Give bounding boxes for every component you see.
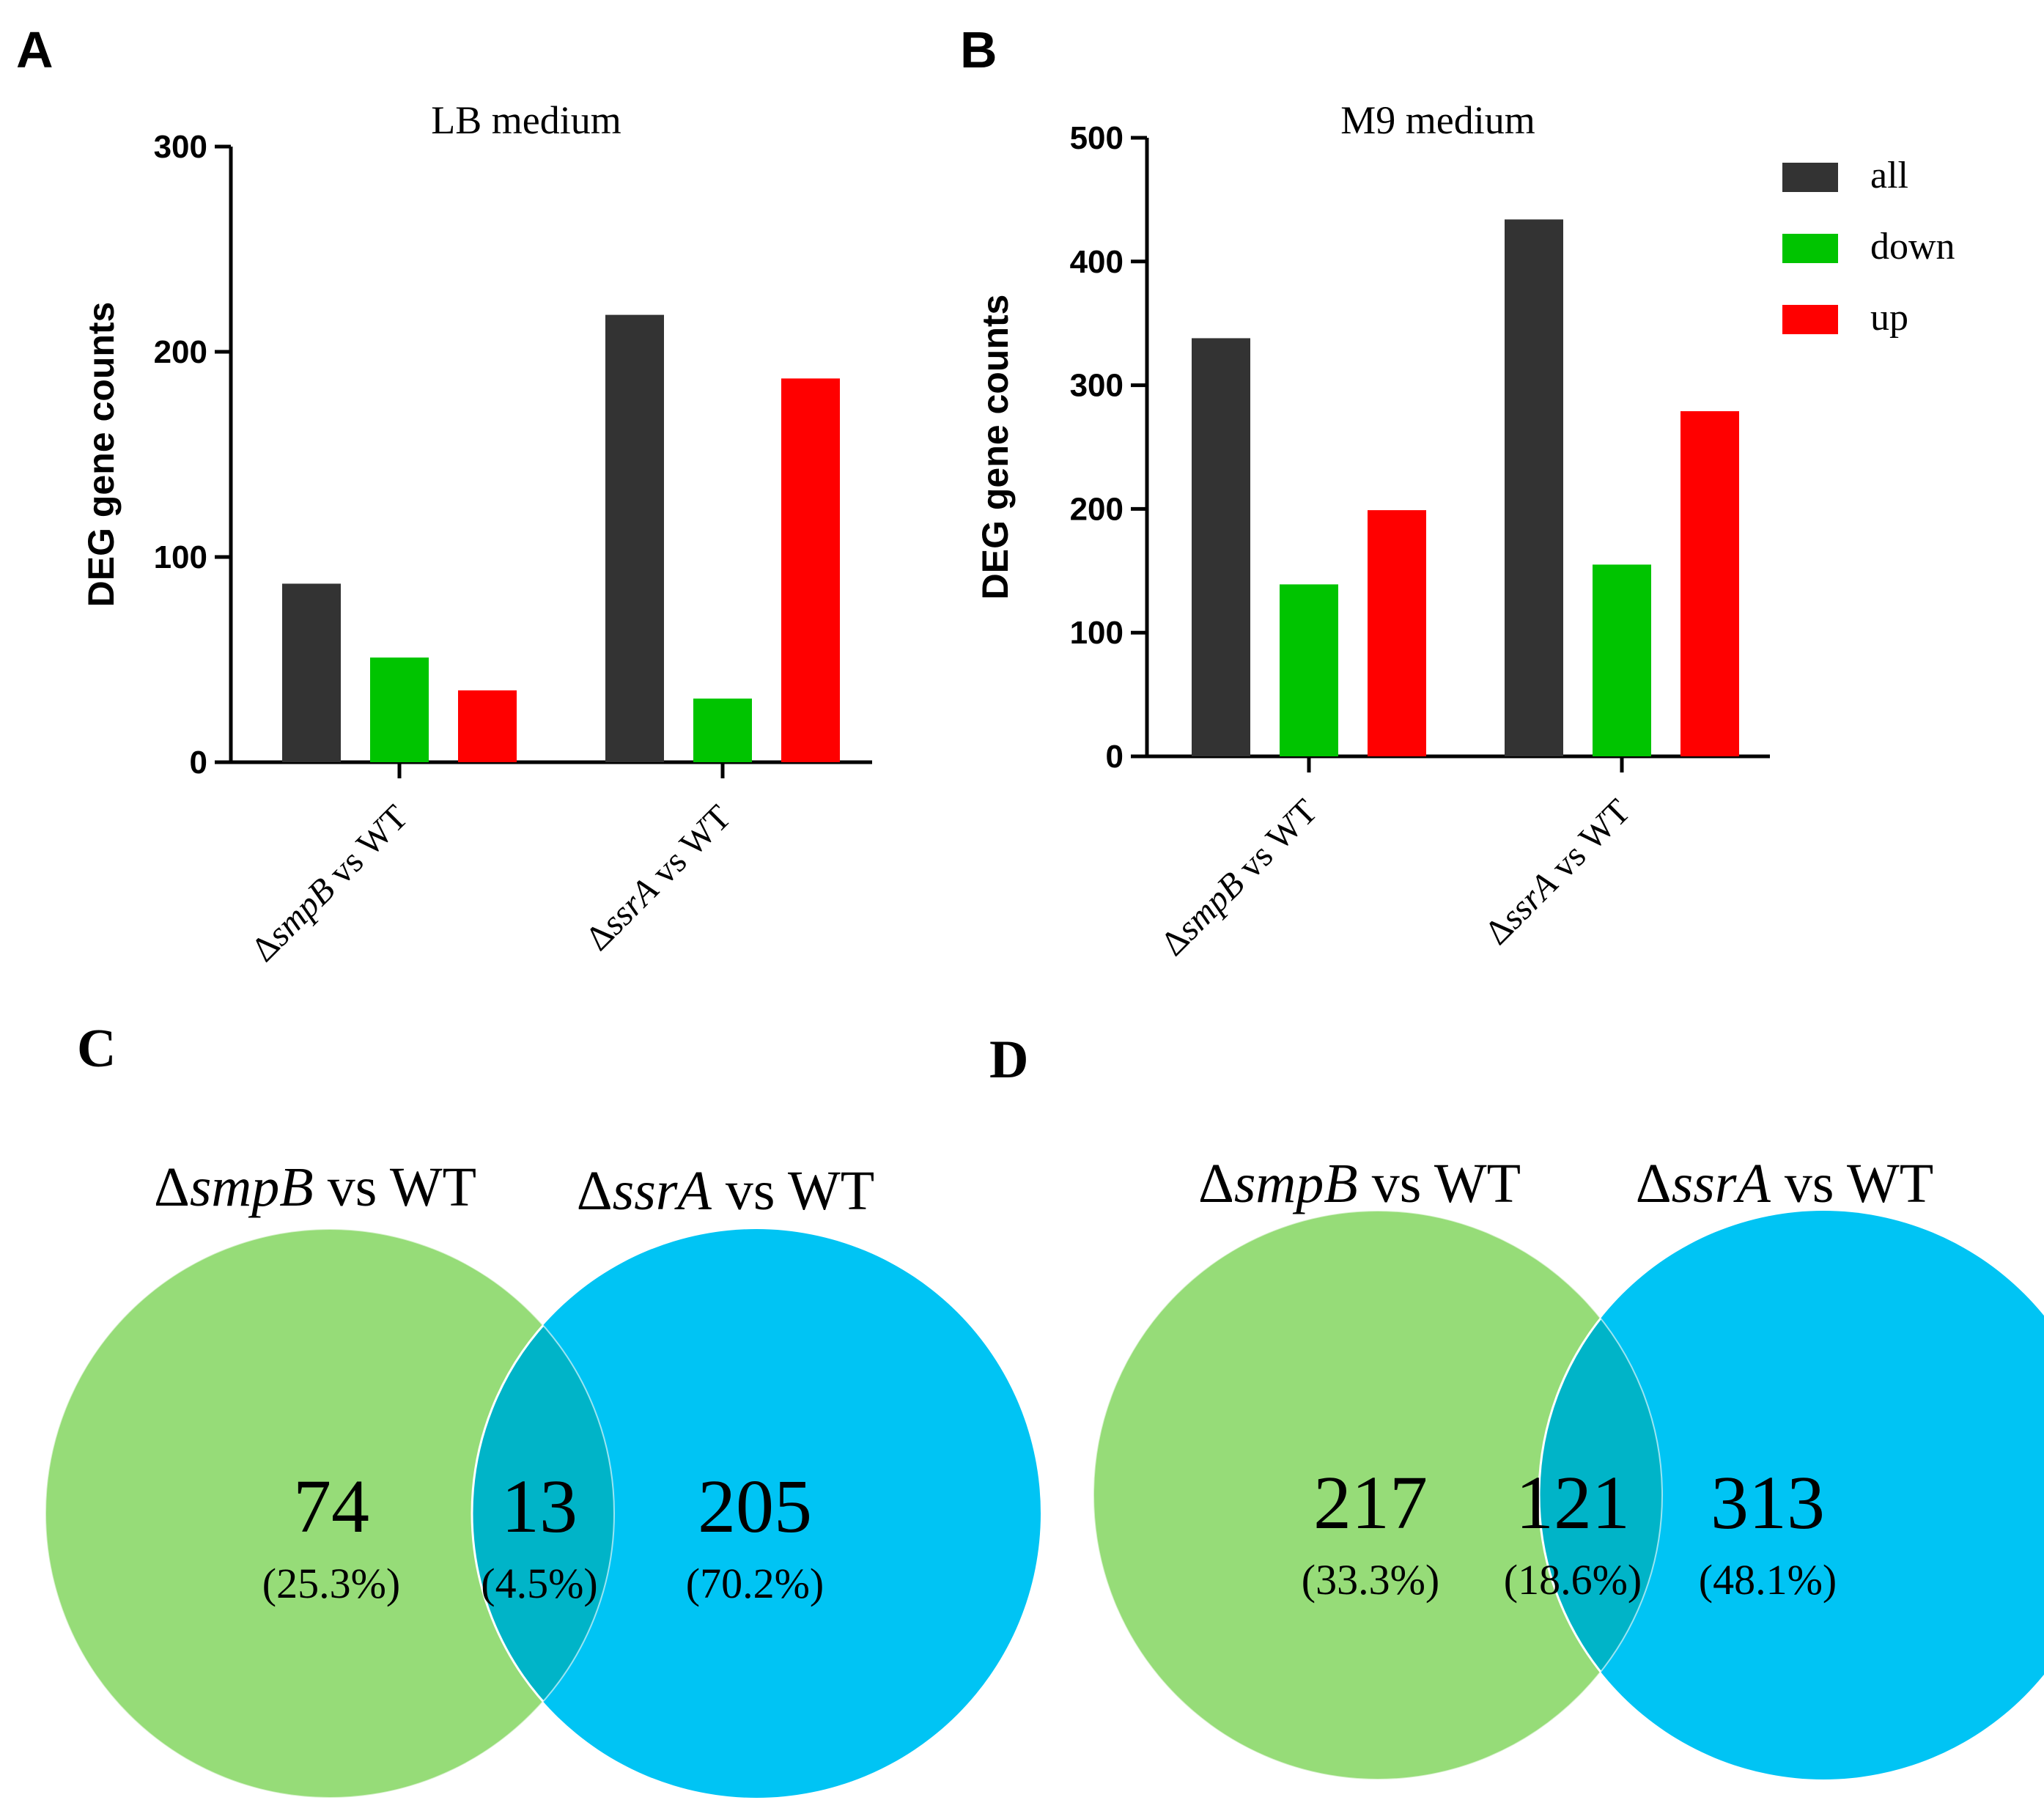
venn-circle-smpb bbox=[45, 1229, 614, 1798]
legend-swatch-all bbox=[1782, 163, 1838, 192]
venn-circle-ssra bbox=[1539, 1211, 2044, 1779]
y-tick-label: 0 bbox=[1106, 739, 1124, 775]
venn-set-title-ssra-prefix: Δ bbox=[577, 1160, 613, 1222]
venn-set-title-ssra: ΔssrA vs WT bbox=[1636, 1153, 1933, 1214]
bar-all-ssra bbox=[605, 314, 664, 763]
x-category-label: ΔsmpB vs WT bbox=[1154, 792, 1325, 963]
venn-set-title-ssra-gene: ssrA bbox=[613, 1160, 712, 1222]
venn-set-title-ssra-suffix: vs WT bbox=[712, 1160, 874, 1222]
venn-region-count: 13 bbox=[501, 1464, 578, 1549]
bar-chart-m9-medium: M9 medium 0 100 200 300 400 500 DEG gene counts… bbox=[975, 98, 1955, 963]
venn-set-title-ssra-gene: ssrA bbox=[1672, 1153, 1771, 1214]
venn-set-title-smpb-gene: smpB bbox=[1234, 1153, 1358, 1214]
venn-circle-ssra bbox=[472, 1229, 1041, 1798]
y-tick-label: 500 bbox=[1070, 120, 1124, 156]
venn-set-title-smpb: ΔsmpB vs WT bbox=[1198, 1153, 1521, 1214]
chart-title: LB medium bbox=[431, 98, 621, 142]
venn-region-count: 121 bbox=[1516, 1461, 1630, 1545]
bar-down-smpb bbox=[1280, 584, 1338, 756]
bar-all-smpb bbox=[282, 583, 341, 762]
y-tick-label: 100 bbox=[154, 539, 207, 575]
legend-label-up: up bbox=[1870, 297, 1908, 339]
bar-down-ssra bbox=[693, 698, 752, 762]
y-tick-label: 200 bbox=[1070, 491, 1124, 527]
venn-region-count: 74 bbox=[293, 1464, 369, 1549]
x-category-label-suffix: vs WT bbox=[1225, 792, 1325, 892]
y-axis-title: DEG gene counts bbox=[975, 295, 1016, 600]
venn-region-percent: (4.5%) bbox=[481, 1560, 597, 1607]
bar-all-ssra bbox=[1505, 219, 1563, 757]
legend-swatch-up bbox=[1782, 305, 1838, 334]
bar-up-ssra bbox=[1680, 411, 1739, 756]
venn-region-percent: (33.3%) bbox=[1302, 1556, 1439, 1604]
y-tick-label: 0 bbox=[190, 745, 207, 781]
venn-overlap-edge bbox=[471, 1229, 614, 1798]
venn-region-count: 313 bbox=[1711, 1461, 1825, 1545]
y-tick-label: 400 bbox=[1070, 244, 1124, 280]
x-category-label-suffix: vs WT bbox=[638, 797, 739, 898]
venn-diagram-c: ΔsmpB vs WT ΔssrA vs WT74(25.3%)13(4.5%)2… bbox=[45, 1157, 1041, 1799]
x-category-label-suffix: vs WT bbox=[315, 797, 416, 898]
venn-region-percent: (18.6%) bbox=[1504, 1556, 1642, 1604]
bar-up-smpb bbox=[1368, 510, 1426, 756]
chart-title: M9 medium bbox=[1340, 98, 1535, 142]
x-category-label-suffix: vs WT bbox=[1538, 792, 1638, 892]
bar-down-ssra bbox=[1593, 564, 1651, 756]
venn-region-percent: (25.3%) bbox=[262, 1560, 400, 1607]
venn-region-percent: (48.1%) bbox=[1699, 1556, 1837, 1604]
panel-label-a: A bbox=[16, 21, 54, 78]
venn-region-percent: (70.2%) bbox=[686, 1560, 824, 1607]
bar-all-smpb bbox=[1192, 338, 1250, 756]
y-tick-label: 200 bbox=[154, 334, 207, 370]
venn-set-title-smpb-suffix: vs WT bbox=[1358, 1153, 1521, 1214]
bar-up-ssra bbox=[781, 378, 840, 762]
venn-set-title-smpb-gene: smpB bbox=[190, 1157, 314, 1218]
venn-region-count: 217 bbox=[1313, 1461, 1428, 1545]
legend-swatch-down bbox=[1782, 234, 1838, 263]
venn-left-edge bbox=[1093, 1210, 1663, 1780]
panel-label-b: B bbox=[960, 21, 997, 78]
venn-set-title-ssra: ΔssrA vs WT bbox=[577, 1160, 874, 1222]
venn-set-title-smpb-prefix: Δ bbox=[1198, 1153, 1234, 1214]
y-tick-label: 100 bbox=[1070, 615, 1124, 651]
venn-circle-smpb bbox=[1093, 1211, 1662, 1779]
venn-set-title-smpb-prefix: Δ bbox=[154, 1157, 190, 1218]
bar-chart-lb-medium: LB medium 0 100 200 300 DEG gene counts ΔsmpB … bbox=[81, 98, 872, 969]
y-tick-label: 300 bbox=[154, 129, 207, 165]
venn-set-title-ssra-suffix: vs WT bbox=[1771, 1153, 1933, 1214]
bar-up-smpb bbox=[458, 690, 517, 762]
bar-down-smpb bbox=[370, 657, 429, 762]
venn-set-title-ssra-prefix: Δ bbox=[1636, 1153, 1672, 1214]
venn-overlap-edge bbox=[1538, 1211, 1662, 1779]
x-category-label: ΔsmpB vs WT bbox=[244, 797, 416, 969]
venn-region-count: 205 bbox=[698, 1464, 812, 1549]
legend-label-down: down bbox=[1870, 226, 1955, 268]
y-axis-title: DEG gene counts bbox=[81, 302, 122, 608]
panel-label-c: C bbox=[77, 1019, 116, 1079]
y-tick-label: 300 bbox=[1070, 368, 1124, 404]
venn-diagram-d: ΔsmpB vs WT ΔssrA vs WT217(33.3%)121(18.6… bbox=[1093, 1153, 2044, 1780]
legend-label-all: all bbox=[1870, 155, 1908, 196]
x-category-label: ΔssrA vs WT bbox=[578, 797, 739, 958]
x-category-label: ΔssrA vs WT bbox=[1477, 792, 1638, 952]
venn-left-edge bbox=[45, 1228, 615, 1799]
panel-label-d: D bbox=[989, 1030, 1028, 1090]
venn-set-title-smpb: ΔsmpB vs WT bbox=[154, 1157, 476, 1218]
venn-set-title-smpb-suffix: vs WT bbox=[314, 1157, 476, 1218]
